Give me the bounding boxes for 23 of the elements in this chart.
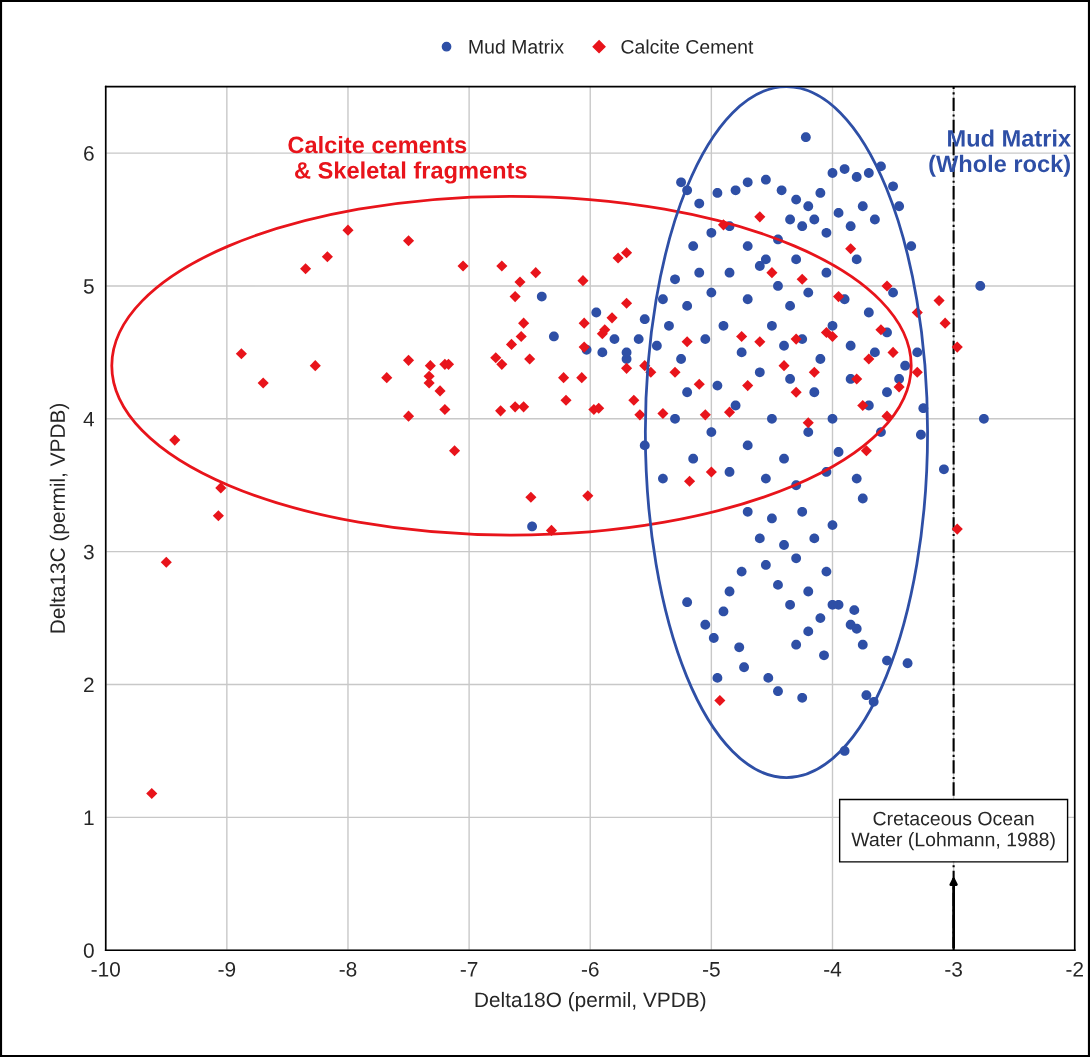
x-axis-title: Delta18O (permil, VPDB) [475,991,706,1012]
x-tick-label: -8 [339,961,357,977]
y-tick-label: 0 [83,943,94,958]
legend-label: Calcite Cement [621,39,754,54]
y-tick-label: 1 [84,810,94,825]
x-tick-label: -10 [91,961,120,977]
x-tick-label: -3 [945,961,962,977]
y-tick-label: 5 [83,279,94,294]
legend-label: Mud Matrix [469,39,564,54]
x-tick-label: -2 [1066,961,1083,977]
y-tick-label: 4 [83,412,95,427]
x-tick-label: -9 [218,961,236,977]
ref-line-label: Cretaceous Ocean Water (Lohmann, 1988) [851,811,1055,851]
x-tick-label: -7 [460,962,478,977]
x-tick-label: -6 [581,961,599,977]
y-axis-title: Delta13C (permil, VPDB) [49,403,70,633]
y-tick-label: 3 [83,544,94,560]
annotation: Mud Matrix (Whole rock) [929,129,1071,177]
x-tick-label: -4 [824,962,842,977]
annotation: Calcite cements & Skeletal fragments [288,135,527,184]
y-tick-label: 6 [84,146,94,161]
y-tick-label: 2 [84,677,94,693]
x-tick-label: -5 [703,962,720,977]
